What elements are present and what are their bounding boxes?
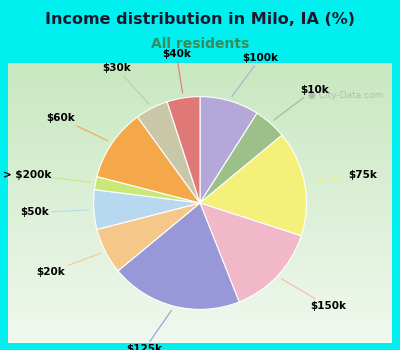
Text: > $200k: > $200k [3, 170, 91, 182]
Text: $150k: $150k [282, 279, 346, 312]
Text: $40k: $40k [162, 49, 191, 93]
Wedge shape [94, 190, 200, 230]
Wedge shape [200, 113, 282, 203]
Text: $20k: $20k [37, 253, 101, 276]
Text: $50k: $50k [20, 208, 89, 217]
Wedge shape [97, 203, 200, 271]
Text: $30k: $30k [103, 63, 149, 104]
Text: Income distribution in Milo, IA (%): Income distribution in Milo, IA (%) [45, 12, 355, 27]
Wedge shape [167, 97, 200, 203]
Wedge shape [97, 117, 200, 203]
Wedge shape [200, 97, 257, 203]
Text: All residents: All residents [151, 37, 249, 51]
Wedge shape [200, 203, 301, 302]
Text: $10k: $10k [274, 85, 329, 120]
Text: $125k: $125k [126, 310, 172, 350]
Text: $60k: $60k [46, 113, 108, 141]
Wedge shape [94, 176, 200, 203]
Text: $75k: $75k [309, 170, 377, 182]
Wedge shape [200, 135, 306, 236]
Text: $100k: $100k [232, 53, 278, 97]
Text: ● City-Data.com: ● City-Data.com [308, 91, 383, 100]
Wedge shape [118, 203, 239, 309]
Wedge shape [138, 102, 200, 203]
